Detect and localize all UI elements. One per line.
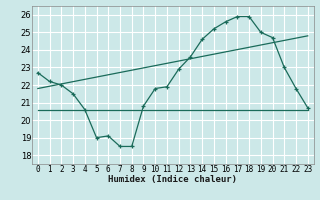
X-axis label: Humidex (Indice chaleur): Humidex (Indice chaleur) [108,175,237,184]
